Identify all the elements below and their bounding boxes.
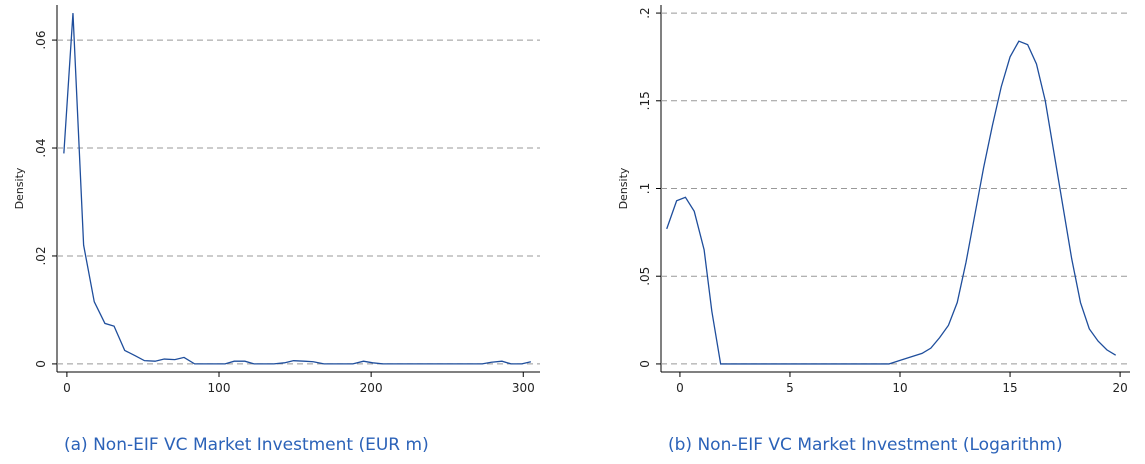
x-tick-label: 20 [1112,381,1127,395]
caption: (a) Non-EIF VC Market Investment (EUR m) [64,435,429,455]
x-tick-label: 200 [360,381,383,395]
y-tick-label: .02 [34,246,48,265]
y-tick-label: .06 [34,31,48,50]
y-tick-label: .1 [638,183,652,194]
y-axis-label: Density [13,167,26,209]
y-tick-label: 0 [34,360,48,368]
x-tick-label: 100 [208,381,231,395]
x-tick-label: 0 [63,381,71,395]
y-tick-label: 0 [638,360,652,368]
y-tick-label: .2 [638,7,652,18]
line [666,40,1117,365]
x-tick-label: 10 [892,381,907,395]
x-tick-label: 5 [786,381,794,395]
x-tick-label: 15 [1002,381,1017,395]
x-tick-label: 0 [676,381,684,395]
y-tick-label: .15 [638,91,652,110]
caption: (b) Non-EIF VC Market Investment (Logari… [668,435,1063,455]
x-tick-label: 300 [512,381,535,395]
y-tick-label: .04 [34,138,48,157]
y-tick-label: .05 [638,267,652,286]
line [63,13,532,365]
y-axis-label: Density [617,167,630,209]
